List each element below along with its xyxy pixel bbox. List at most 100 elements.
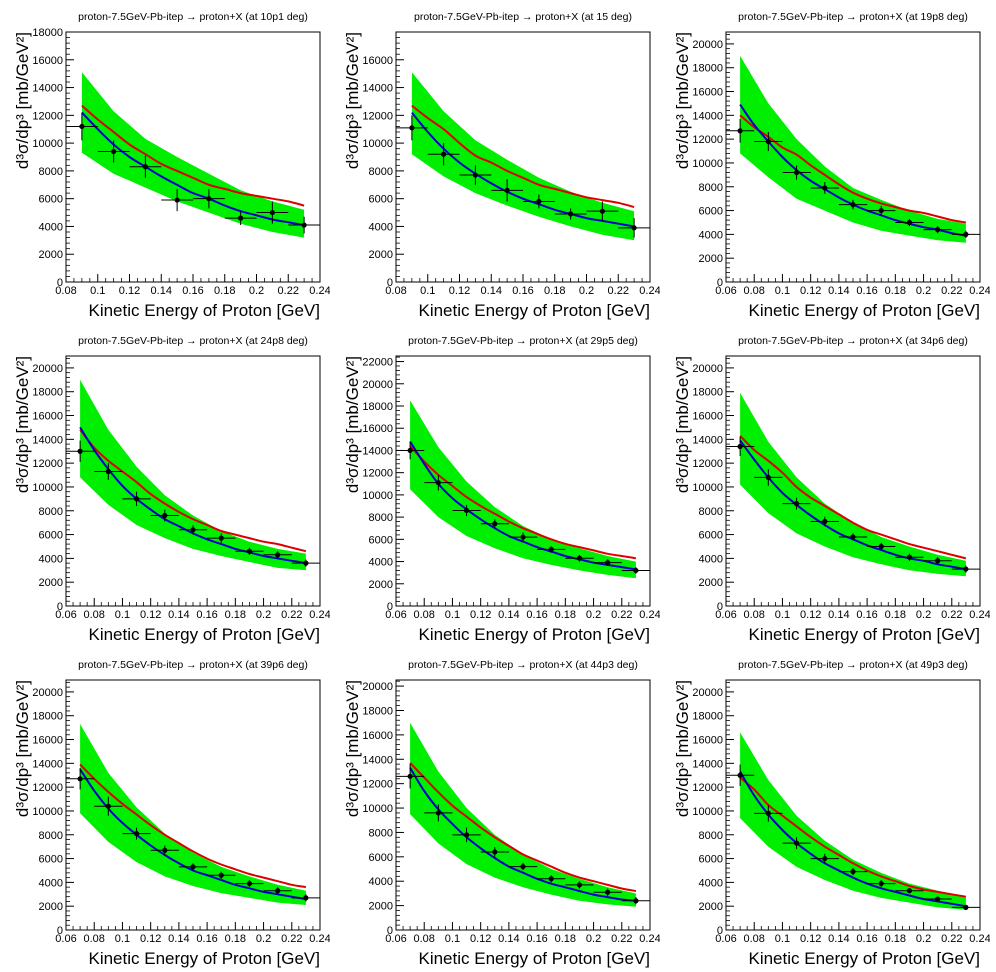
y-tick-label: 18000 — [362, 705, 393, 717]
y-axis-title: d³σ/dp³ [mb/GeV²] — [343, 356, 362, 493]
chart-title: proton-7.5GeV-Pb-itep → proton+X (at 29p… — [408, 335, 638, 347]
data-point — [951, 565, 980, 573]
data-marker — [822, 855, 828, 862]
y-tick-label: 8000 — [699, 182, 723, 194]
data-point — [838, 199, 868, 210]
data-point — [291, 559, 320, 567]
x-tick-label: 0.12 — [800, 609, 821, 621]
x-tick-label: 0.16 — [856, 933, 877, 945]
y-tick-label: 18000 — [692, 711, 723, 723]
y-tick-label: 8000 — [699, 830, 723, 842]
y-tick-label: 12000 — [32, 782, 63, 794]
x-tick-label: 0.06 — [55, 609, 76, 621]
plot-area — [726, 392, 980, 577]
data-marker — [105, 803, 111, 809]
data-marker — [303, 560, 309, 566]
y-tick-label: 4000 — [39, 221, 63, 233]
x-tick-label: 0.06 — [55, 933, 76, 945]
data-point — [754, 132, 783, 152]
data-point — [867, 880, 896, 888]
data-point — [923, 226, 952, 234]
y-tick-label: 12000 — [32, 458, 63, 470]
data-marker — [633, 898, 639, 904]
plot-area — [66, 724, 320, 905]
data-marker — [536, 198, 542, 205]
data-marker — [963, 566, 969, 572]
x-tick-label: 0.16 — [196, 933, 217, 945]
y-tick-label: 2000 — [699, 901, 723, 913]
data-marker — [850, 869, 856, 875]
data-marker — [301, 222, 307, 228]
data-marker — [599, 208, 605, 214]
data-point — [207, 533, 236, 543]
x-tick-label: 0.08 — [385, 285, 406, 297]
y-tick-label: 12000 — [362, 110, 393, 122]
data-marker — [631, 225, 637, 231]
data-marker — [303, 895, 309, 901]
x-tick-label: 0.14 — [828, 285, 849, 297]
data-marker — [246, 880, 253, 887]
x-axis-title: Kinetic Energy of Proton [GeV] — [418, 949, 650, 968]
y-tick-label: 14000 — [32, 83, 63, 95]
data-marker — [576, 555, 583, 561]
data-marker — [218, 872, 224, 878]
y-tick-label: 4000 — [39, 877, 63, 889]
x-tick-label: 0.1 — [445, 933, 460, 945]
data-point — [508, 532, 538, 542]
data-point — [508, 862, 538, 871]
data-point — [867, 205, 896, 216]
y-tick-label: 8000 — [39, 506, 63, 518]
series-line-blue — [81, 111, 305, 227]
y-tick-label: 12000 — [692, 134, 723, 146]
data-point — [452, 827, 481, 843]
x-tick-label: 0.2 — [579, 285, 594, 297]
x-tick-label: 0.22 — [281, 933, 302, 945]
y-tick-label: 14000 — [692, 758, 723, 770]
y-tick-label: 16000 — [362, 423, 393, 435]
y-tick-label: 20000 — [692, 687, 723, 699]
data-marker — [463, 507, 470, 514]
data-point — [593, 888, 622, 896]
y-tick-label: 16000 — [362, 55, 393, 67]
data-marker — [133, 830, 140, 837]
uncertainty-band — [81, 72, 305, 238]
plot-area — [726, 55, 980, 243]
data-marker — [793, 169, 800, 176]
x-tick-label: 0.08 — [84, 933, 105, 945]
x-tick-label: 0.18 — [885, 609, 906, 621]
data-marker — [409, 125, 415, 131]
data-marker — [906, 888, 913, 894]
series-line-blue — [409, 441, 637, 571]
y-tick-label: 4000 — [699, 877, 723, 889]
x-tick-label: 0.08 — [414, 933, 435, 945]
chart-title: proton-7.5GeV-Pb-itep → proton+X (at 10p… — [78, 11, 308, 23]
y-tick-label: 8000 — [39, 830, 63, 842]
x-tick-label: 0.2 — [256, 933, 271, 945]
x-tick-label: 0.06 — [715, 609, 736, 621]
data-point — [923, 557, 952, 565]
y-tick-label: 10000 — [32, 482, 63, 494]
x-tick-label: 0.22 — [941, 609, 962, 621]
x-tick-label: 0.12 — [800, 933, 821, 945]
chart-panel-2: 0 2000 4000 6000 8000 10000 12000 14000 16000 0.0… — [343, 11, 660, 320]
x-tick-label: 0.24 — [639, 609, 660, 621]
data-point — [66, 768, 95, 790]
y-tick-label: 6000 — [699, 206, 723, 218]
y-tick-label: 20000 — [692, 39, 723, 51]
y-tick-label: 2000 — [39, 249, 63, 261]
x-tick-label: 0.14 — [168, 933, 189, 945]
data-point — [621, 567, 650, 574]
y-tick-label: 20000 — [692, 363, 723, 375]
y-tick-label: 0 — [717, 925, 723, 937]
data-point — [726, 764, 755, 786]
y-tick-label: 2000 — [369, 579, 393, 591]
data-point — [235, 547, 264, 555]
chart-panel-5: 0 2000 4000 6000 8000 10000 12000 14000 16000 180… — [343, 335, 660, 644]
data-point — [810, 853, 839, 864]
x-tick-label: 0.06 — [715, 285, 736, 297]
data-point — [537, 875, 566, 883]
data-point — [424, 474, 453, 491]
y-tick-label: 4000 — [369, 876, 393, 888]
y-tick-label: 12000 — [692, 782, 723, 794]
chart-title: proton-7.5GeV-Pb-itep → proton+X (at 24p… — [78, 335, 308, 347]
